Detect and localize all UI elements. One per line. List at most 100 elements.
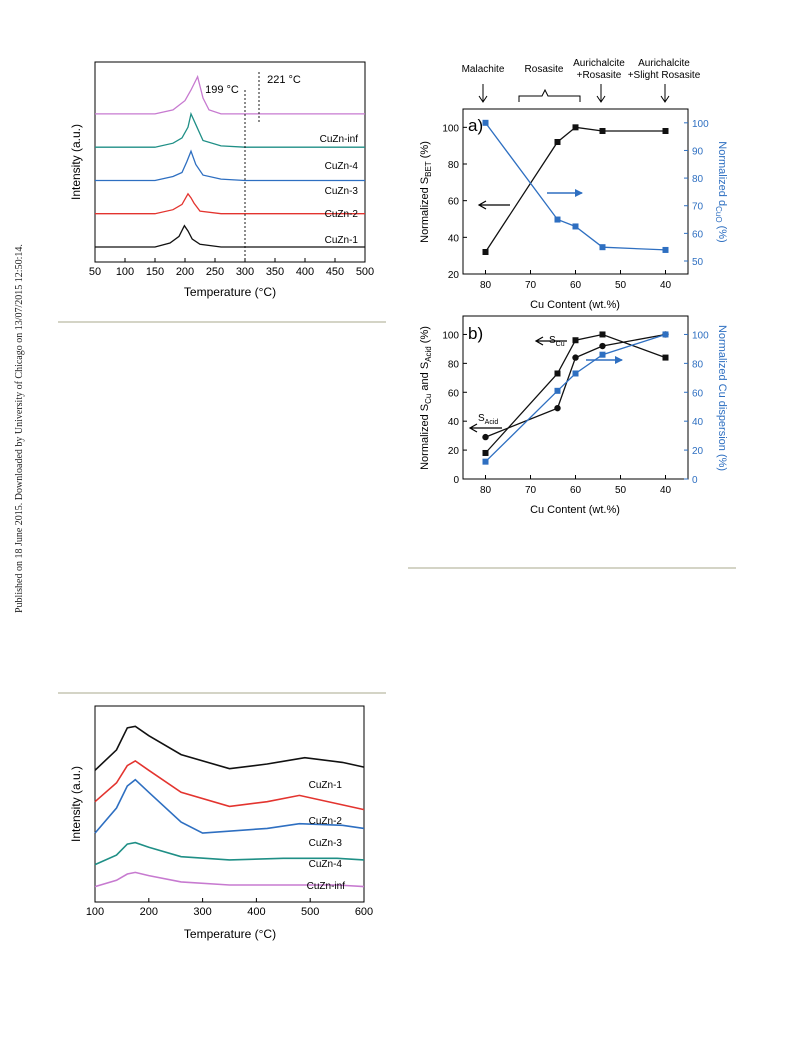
fig-b-left-tick-label: 60 [448, 388, 460, 399]
fig-b-x-tick-label: 60 [570, 485, 582, 496]
fig-b-sacid-label: SAcid [478, 413, 498, 426]
fig-b-right-axis-label: Normalized Cu dispersion (%) [716, 325, 728, 471]
fig-b-dispersion-point [554, 387, 561, 394]
divider-rule [58, 321, 386, 323]
phase-brace-rosasite [518, 88, 581, 102]
fig-a-sbet-point [662, 128, 669, 134]
tpr-x-tick-label: 100 [116, 266, 134, 278]
figure-a-chart: Malachite Rosasite Aurichalcite +Rosasit… [419, 58, 728, 311]
fig-b-sacid-line [485, 333, 666, 438]
fig-b-scu-point [554, 370, 561, 377]
fig-a-panel-label: a) [468, 116, 483, 135]
publication-note-text: Published on 18 June 2015. Downloaded by… [14, 244, 25, 613]
fig-a-left-tick-label: 60 [448, 197, 460, 208]
tpd-series-line-cuzn-1 [94, 725, 365, 771]
tpd-label-cuzn-2: CuZn-2 [309, 816, 343, 827]
fig-b-dispersion-line [485, 333, 666, 463]
phase-label-aurichalcite-1: Aurichalcite [573, 58, 625, 69]
tpd-series-line-cuzn-4 [94, 841, 365, 866]
fig-b-dispersion-point [662, 331, 669, 338]
divider-rule [408, 567, 736, 569]
fig-b-arrowhead-right-dispersion [615, 356, 623, 364]
tpd-x-tick-label: 100 [86, 906, 104, 918]
fig-b-dispersion-point [599, 351, 606, 358]
fig-a-left-tick-label: 80 [448, 160, 460, 171]
phase-label-plus-rosasite: +Rosasite [577, 70, 622, 81]
tpr-chart: 50 100 150 200 250 300 350 400 450 500 199 °C 221… [69, 61, 374, 299]
fig-b-dispersion-point [482, 458, 489, 465]
fig-b-arrow-left-scu [534, 336, 567, 346]
fig-b-scu-point [572, 337, 579, 344]
fig-a-arrowhead-right-dcuo [575, 189, 583, 197]
tpd-x-tick-label: 500 [301, 906, 319, 918]
fig-b-x-axis-label: Cu Content (wt.%) [530, 504, 620, 516]
fig-a-x-tick-label: 70 [525, 280, 537, 291]
fig-a-dcuo-point [599, 244, 606, 251]
tpr-x-tick-label: 250 [206, 266, 224, 278]
tpd-label-cuzn-inf: CuZn-inf [307, 881, 346, 892]
fig-a-right-tick-label: 60 [692, 229, 704, 240]
tpd-x-tick-label: 400 [247, 906, 265, 918]
phase-label-malachite: Malachite [462, 64, 505, 75]
fig-b-right-tick-label: 100 [692, 330, 709, 341]
divider-rule [58, 692, 386, 694]
tpr-label-cuzn-inf: CuZn-inf [320, 134, 359, 145]
fig-a-dcuo-point [554, 216, 561, 223]
fig-b-x-tick-label: 70 [525, 485, 537, 496]
fig-b-right-tick-label: 40 [692, 417, 704, 428]
fig-b-x-tick-label: 80 [480, 485, 492, 496]
tpr-x-tick-label: 200 [176, 266, 194, 278]
fig-a-right-tick-label: 90 [692, 146, 704, 157]
fig-b-sacid-point [572, 354, 579, 361]
fig-b-sacid-point [482, 433, 489, 441]
phase-label-aurichalcite-2: Aurichalcite [638, 58, 690, 69]
tpr-plot-frame [94, 61, 366, 263]
fig-a-dcuo-point [572, 223, 579, 230]
fig-a-dcuo-line [484, 122, 666, 251]
tpr-series-line-cuzn-2 [95, 192, 365, 215]
fig-b-right-tick-label: 20 [692, 446, 704, 457]
fig-b-scu-point [599, 331, 606, 338]
tpr-label-cuzn-1: CuZn-1 [325, 235, 359, 246]
fig-b-right-tick-label: 0 [692, 475, 698, 486]
tpr-x-tick-label: 400 [296, 266, 314, 278]
fig-a-x-tick-label: 40 [660, 280, 672, 291]
tpr-x-tick-label: 450 [326, 266, 344, 278]
tpr-label-cuzn-4: CuZn-4 [325, 161, 359, 172]
tpd-label-cuzn-3: CuZn-3 [309, 838, 343, 849]
fig-b-left-tick-label: 0 [453, 475, 459, 486]
phase-arrow-slight-rosasite [660, 84, 670, 103]
tpd-x-tick-label: 300 [193, 906, 211, 918]
tpd-x-tick-label: 200 [140, 906, 158, 918]
phase-arrow-aurichalcite [596, 84, 606, 103]
tpd-label-cuzn-1: CuZn-1 [309, 780, 343, 791]
tpr-peak-label-221: 221 °C [267, 74, 301, 86]
fig-b-left-tick-label: 100 [442, 330, 459, 341]
tpr-peak-label-199: 199 °C [205, 84, 239, 96]
fig-a-left-tick-label: 100 [442, 123, 459, 134]
tpr-series-line-cuzn-4 [95, 111, 365, 148]
fig-b-x-tick-label: 40 [660, 485, 672, 496]
fig-a-right-tick-label: 100 [692, 119, 709, 130]
tpr-x-tick-label: 300 [236, 266, 254, 278]
fig-a-sbet-point [554, 139, 561, 145]
tpr-x-tick-label: 150 [146, 266, 164, 278]
phase-arrow-malachite [478, 84, 488, 103]
fig-b-x-tick-label: 50 [615, 485, 627, 496]
fig-a-sbet-point [572, 124, 579, 131]
fig-b-left-tick-label: 80 [448, 359, 460, 370]
tpd-chart: 100 200 300 400 500 600 CuZn-1 CuZn-2 CuZn-3 … [69, 705, 373, 941]
tpr-series-line-cuzn-3 [95, 149, 365, 182]
publication-sidebar-note: Published on 18 June 2015. Downloaded by… [2, 230, 25, 730]
phase-label-rosasite: Rosasite [525, 64, 564, 75]
fig-a-dcuo-point [482, 119, 489, 126]
fig-a-right-tick-label: 80 [692, 174, 704, 185]
tpr-series-line-cuzn-inf [95, 74, 365, 115]
fig-b-scu-point [482, 449, 489, 456]
fig-a-arrow-left-sbet [477, 200, 510, 210]
tpr-y-axis-label: Intensity (a.u.) [69, 124, 83, 200]
fig-b-left-tick-label: 40 [448, 417, 460, 428]
tpd-label-cuzn-4: CuZn-4 [309, 859, 343, 870]
phase-label-slight-rosasite: +Slight Rosasite [628, 70, 701, 81]
tpr-x-tick-label: 350 [266, 266, 284, 278]
